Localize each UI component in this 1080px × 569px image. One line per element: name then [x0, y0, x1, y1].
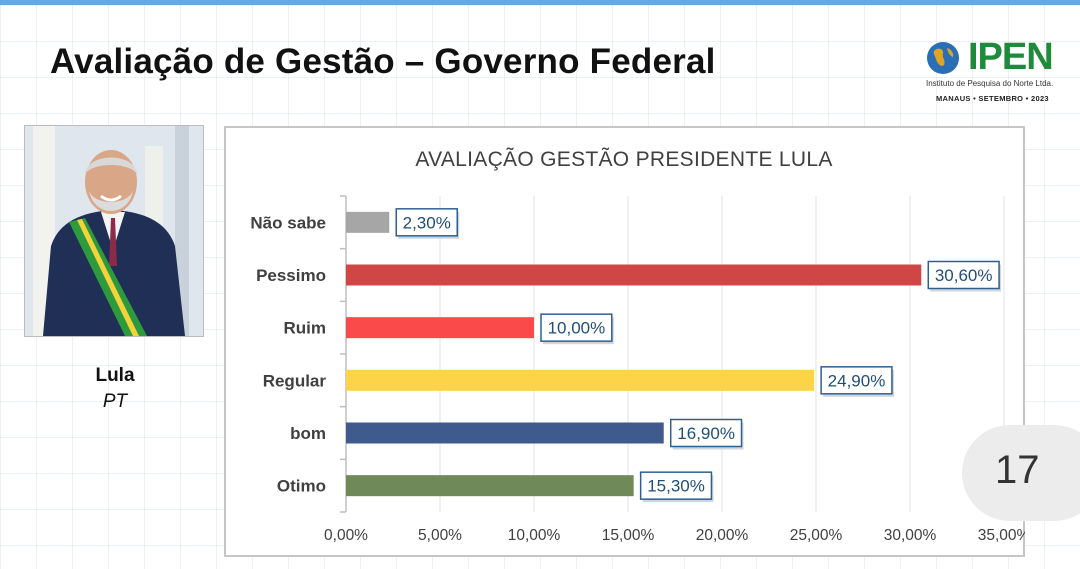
logo-subtitle: Instituto de Pesquisa do Norte Ltda.: [926, 79, 1054, 88]
data-label-box-3: [820, 366, 893, 395]
data-label-box-4: [669, 418, 743, 448]
data-label-4: 16,90%: [677, 424, 735, 443]
page-number-badge: [962, 425, 1080, 521]
x-tick-label-6: 30,00%: [884, 527, 937, 544]
category-label-5: Otimo: [277, 477, 326, 496]
category-label-1: Pessimo: [256, 266, 326, 285]
bar-5: [346, 475, 634, 497]
page-number: 17: [995, 448, 1040, 492]
data-label-box-5: [639, 471, 713, 500]
candidate-name: Lula: [95, 365, 135, 386]
x-tick-label-3: 15,00%: [602, 527, 655, 544]
data-label-box-0: [395, 208, 458, 237]
data-label-box-2: [540, 313, 613, 342]
candidate-photo: [24, 125, 204, 337]
bar-1: [346, 264, 922, 286]
x-tick-label-1: 5,00%: [418, 527, 462, 544]
x-tick-label-7: 35,00%: [978, 527, 1025, 544]
bar-chart: 0,00% 5,00% 10,00% 15,00% 20,00% 25,00% 30,00%…: [250, 195, 1025, 544]
data-label-1: 30,60%: [935, 266, 993, 285]
data-label-5: 15,30%: [647, 477, 705, 496]
category-label-2: Ruim: [284, 319, 327, 338]
bar-2: [346, 317, 534, 339]
bar-4: [346, 422, 664, 444]
category-label-4: bom: [290, 424, 326, 443]
x-tick-label-0: 0,00%: [324, 527, 368, 544]
data-label-3: 24,90%: [828, 371, 886, 390]
chart-title: AVALIAÇÃO GESTÃO PRESIDENTE LULA: [415, 148, 833, 171]
category-label-3: Regular: [263, 371, 327, 390]
data-label-0: 2,30%: [403, 213, 451, 232]
candidate-party: PT: [102, 391, 128, 412]
x-tick-label-5: 25,00%: [790, 527, 843, 544]
x-tick-label-2: 10,00%: [508, 527, 561, 544]
logo-date-line: MANAUS • SETEMBRO • 2023: [936, 94, 1049, 103]
page-title: Avaliação de Gestão – Governo Federal: [50, 42, 716, 81]
globe-icon: [927, 42, 959, 74]
category-label-0: Não sabe: [250, 213, 326, 232]
bar-3: [346, 369, 815, 391]
data-label-2: 10,00%: [548, 319, 606, 338]
top-accent-line: [0, 0, 1080, 5]
ipen-logo: IPEN Instituto de Pesquisa do Norte Ltda…: [922, 36, 1062, 108]
bar-0: [346, 211, 390, 233]
logo-wordmark: IPEN: [968, 36, 1054, 78]
x-tick-label-4: 20,00%: [696, 527, 749, 544]
data-label-box-1: [927, 260, 1000, 290]
